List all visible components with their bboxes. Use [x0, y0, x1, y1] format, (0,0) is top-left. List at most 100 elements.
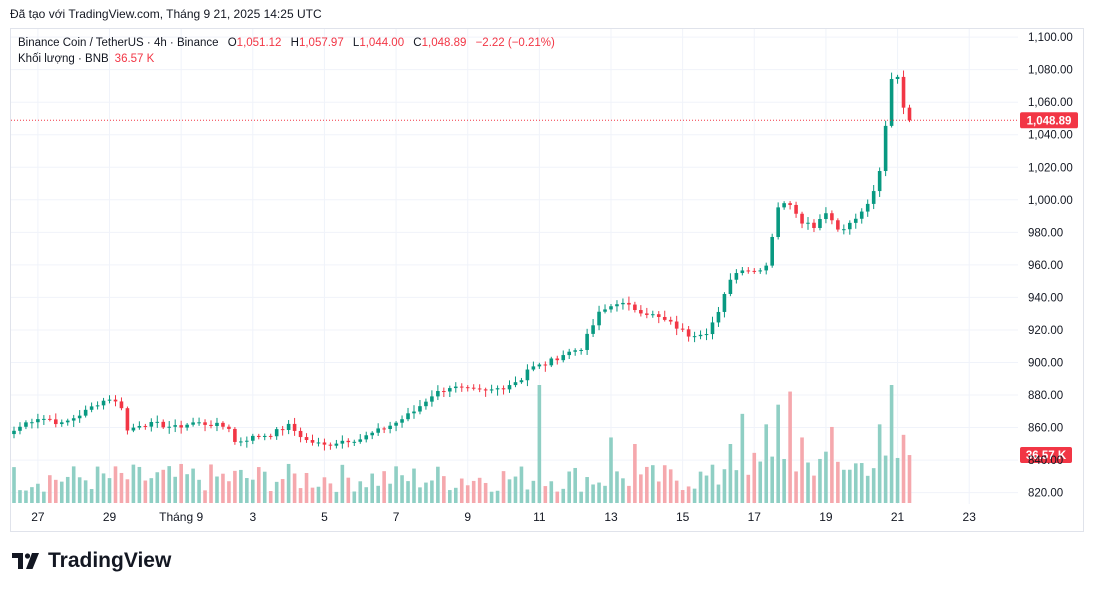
volume-bar	[233, 470, 237, 503]
y-tick-label: 1,000.00	[1028, 195, 1073, 207]
volume-bar	[418, 487, 422, 503]
candle-body	[316, 442, 321, 444]
volume-bar	[710, 464, 715, 503]
volume-bar	[83, 480, 88, 503]
candle-body	[734, 273, 739, 280]
tradingview-logo-icon	[12, 553, 39, 569]
volume-bar	[519, 466, 524, 503]
candle-body	[662, 316, 667, 320]
volume-bar	[716, 484, 721, 503]
candle-body	[585, 333, 589, 350]
candle-body	[877, 171, 882, 192]
candle-body	[322, 442, 327, 445]
candle-body	[101, 400, 106, 406]
candle-body	[143, 425, 148, 427]
volume-bar	[615, 471, 619, 503]
candle-body	[95, 405, 100, 407]
candle-body	[48, 418, 52, 420]
volume-bar	[555, 491, 560, 503]
candle-body	[668, 319, 673, 322]
volume-bar	[137, 466, 142, 503]
volume-bar	[591, 484, 595, 503]
candle-body	[728, 279, 733, 294]
volume-bar	[239, 469, 243, 503]
x-tick-label: 23	[963, 510, 977, 524]
candle-body	[167, 426, 172, 428]
volume-bar	[686, 486, 691, 503]
candle-body	[621, 302, 625, 305]
volume-bar	[782, 458, 786, 503]
candle-body	[645, 313, 649, 315]
candle-body	[125, 408, 130, 431]
volume-bar	[334, 491, 339, 503]
candle-body	[71, 418, 76, 421]
volume-bar	[394, 466, 398, 503]
y-tick-label: 1,040.00	[1028, 130, 1073, 142]
candle-body	[83, 409, 88, 416]
candle-body	[758, 270, 763, 272]
candle-body	[53, 419, 58, 425]
candle-body	[692, 336, 697, 338]
volume-bar	[48, 475, 52, 503]
volume-bar	[268, 491, 273, 503]
volume-bar	[859, 463, 864, 503]
candle-body	[698, 334, 703, 337]
volume-bar	[42, 491, 46, 503]
candle-body	[107, 399, 112, 401]
volume-bar	[412, 468, 416, 503]
volume-bar	[388, 483, 392, 503]
volume-label: Khối lượng · BNB	[18, 53, 109, 65]
candle-body	[412, 411, 416, 414]
volume-bar	[251, 479, 255, 503]
candle-body	[633, 304, 637, 311]
candle-body	[513, 382, 518, 386]
volume-bar	[36, 483, 40, 503]
chart-legend: Binance Coin / TetherUS · 4h · Binance O…	[18, 35, 555, 67]
candle-body	[239, 441, 243, 443]
volume-bar	[788, 391, 792, 503]
x-tick-label: 19	[819, 510, 833, 524]
volume-bar	[442, 476, 446, 503]
candle-body	[889, 79, 894, 126]
candle-body	[251, 435, 255, 441]
tradingview-logo[interactable]: TradingView	[12, 549, 171, 573]
x-tick-label: 11	[533, 510, 546, 524]
volume-bar	[853, 463, 858, 503]
candle-body	[292, 423, 297, 431]
volume-bar	[656, 481, 661, 503]
candle-body	[352, 441, 357, 443]
candle-body	[418, 406, 422, 412]
volume-bar	[310, 487, 315, 503]
candle-body	[442, 391, 446, 393]
volume-bar	[65, 476, 70, 503]
candle-body	[430, 396, 434, 402]
candle-body	[268, 435, 273, 437]
volume-bar	[77, 477, 82, 503]
volume-bar	[125, 479, 130, 503]
candle-body	[364, 435, 369, 440]
volume-bar	[382, 471, 386, 503]
volume-bar	[865, 475, 870, 503]
volume-bar	[883, 455, 888, 503]
candle-body	[471, 387, 476, 389]
high-label: H	[290, 37, 299, 49]
candle-body	[764, 265, 769, 271]
volume-bar	[24, 490, 28, 503]
volume-bar	[191, 468, 195, 503]
volume-bar	[262, 471, 267, 503]
candle-body	[227, 426, 231, 429]
candle-body	[274, 429, 279, 437]
volume-bar	[71, 466, 76, 503]
candle-body	[704, 334, 709, 336]
volume-bar	[513, 476, 518, 503]
volume-bar	[346, 477, 351, 503]
candle-body	[436, 391, 440, 397]
volume-bar	[877, 424, 882, 503]
volume-bar	[477, 477, 482, 503]
candle-body	[501, 388, 506, 390]
low-label: L	[352, 37, 360, 49]
volume-bar	[871, 468, 876, 503]
volume-bar	[298, 488, 303, 503]
y-tick-label: 840.00	[1028, 455, 1063, 467]
